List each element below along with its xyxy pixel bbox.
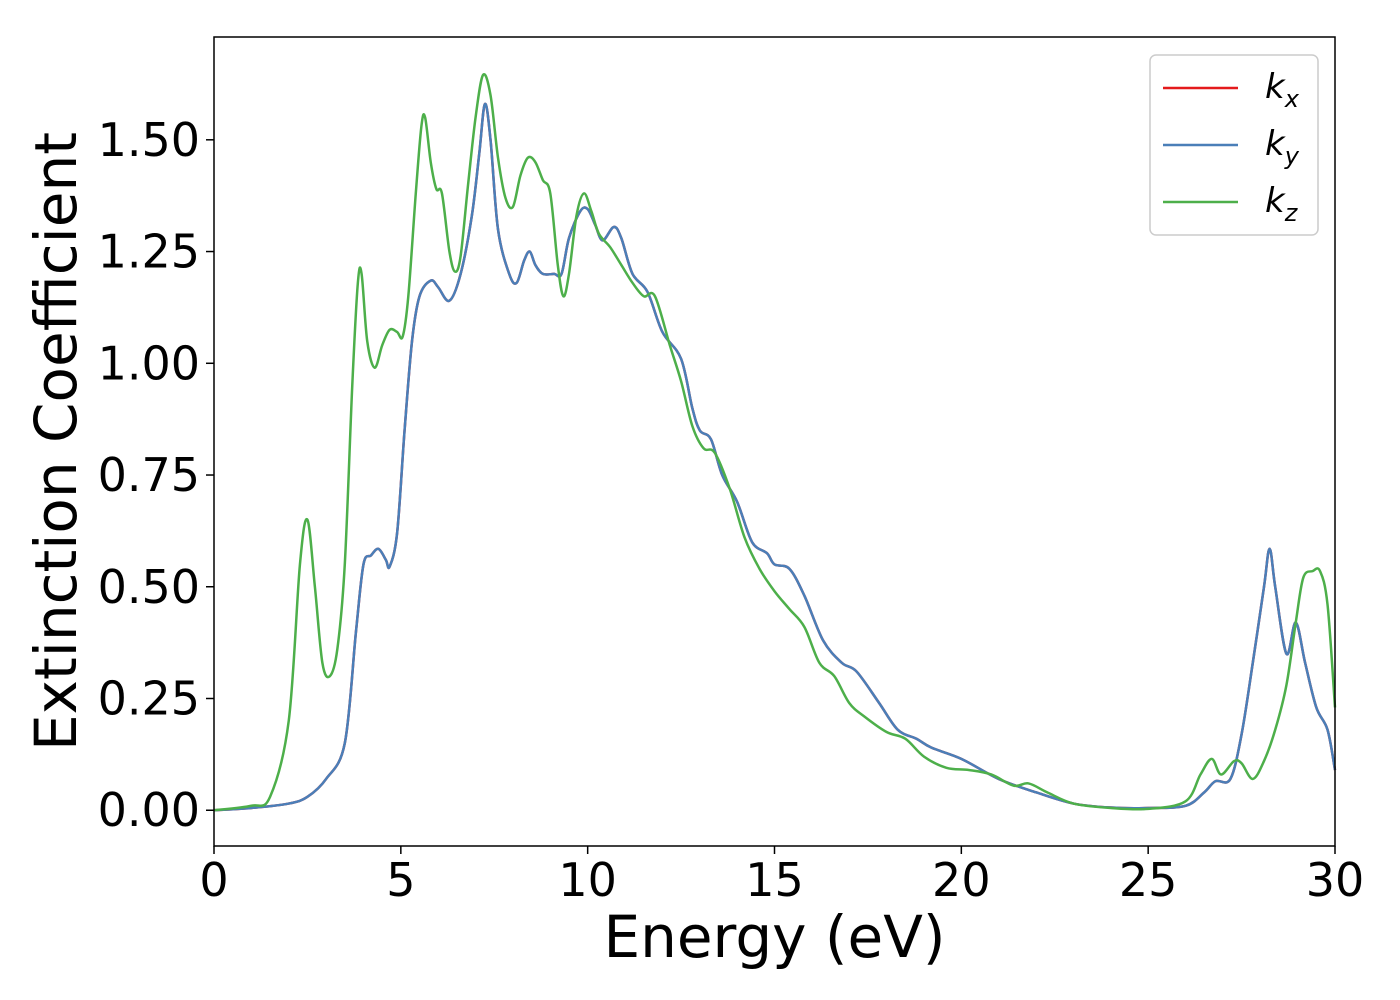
y-tick-label: 1.25: [98, 225, 200, 279]
y-tick-label: 0.25: [98, 672, 200, 726]
series-line-ky: [213, 102, 1337, 812]
x-tick-label: 5: [386, 853, 415, 907]
y-tick-label: 0.00: [98, 783, 200, 837]
x-axis-title: Energy (eV): [603, 903, 945, 971]
legend-label-ky: ky: [1265, 124, 1300, 170]
legend: kx ky kz: [1149, 54, 1319, 236]
y-tick-label: 1.50: [98, 113, 200, 167]
x-tick-label: 30: [1306, 853, 1365, 907]
y-tick-label: 1.00: [98, 336, 200, 390]
x-tick-label: 10: [558, 853, 617, 907]
legend-label-kz: kz: [1265, 181, 1299, 227]
series-layer: [213, 72, 1337, 812]
y-axis-ticks: 0.00 0.25 0.50 0.75 1.00 1.25 1.50: [98, 113, 214, 837]
x-tick-label: 20: [932, 853, 991, 907]
x-tick-label: 0: [199, 853, 228, 907]
y-tick-label: 0.75: [98, 448, 200, 502]
legend-label-kx: kx: [1265, 67, 1300, 113]
x-axis-ticks: 0 5 10 15 20 25 30: [199, 846, 1364, 907]
x-tick-label: 25: [1119, 853, 1178, 907]
y-axis-title: Extinction Coefficient: [22, 132, 90, 751]
y-tick-label: 0.50: [98, 560, 200, 614]
series-line-kz: [213, 72, 1337, 812]
x-tick-label: 15: [745, 853, 804, 907]
